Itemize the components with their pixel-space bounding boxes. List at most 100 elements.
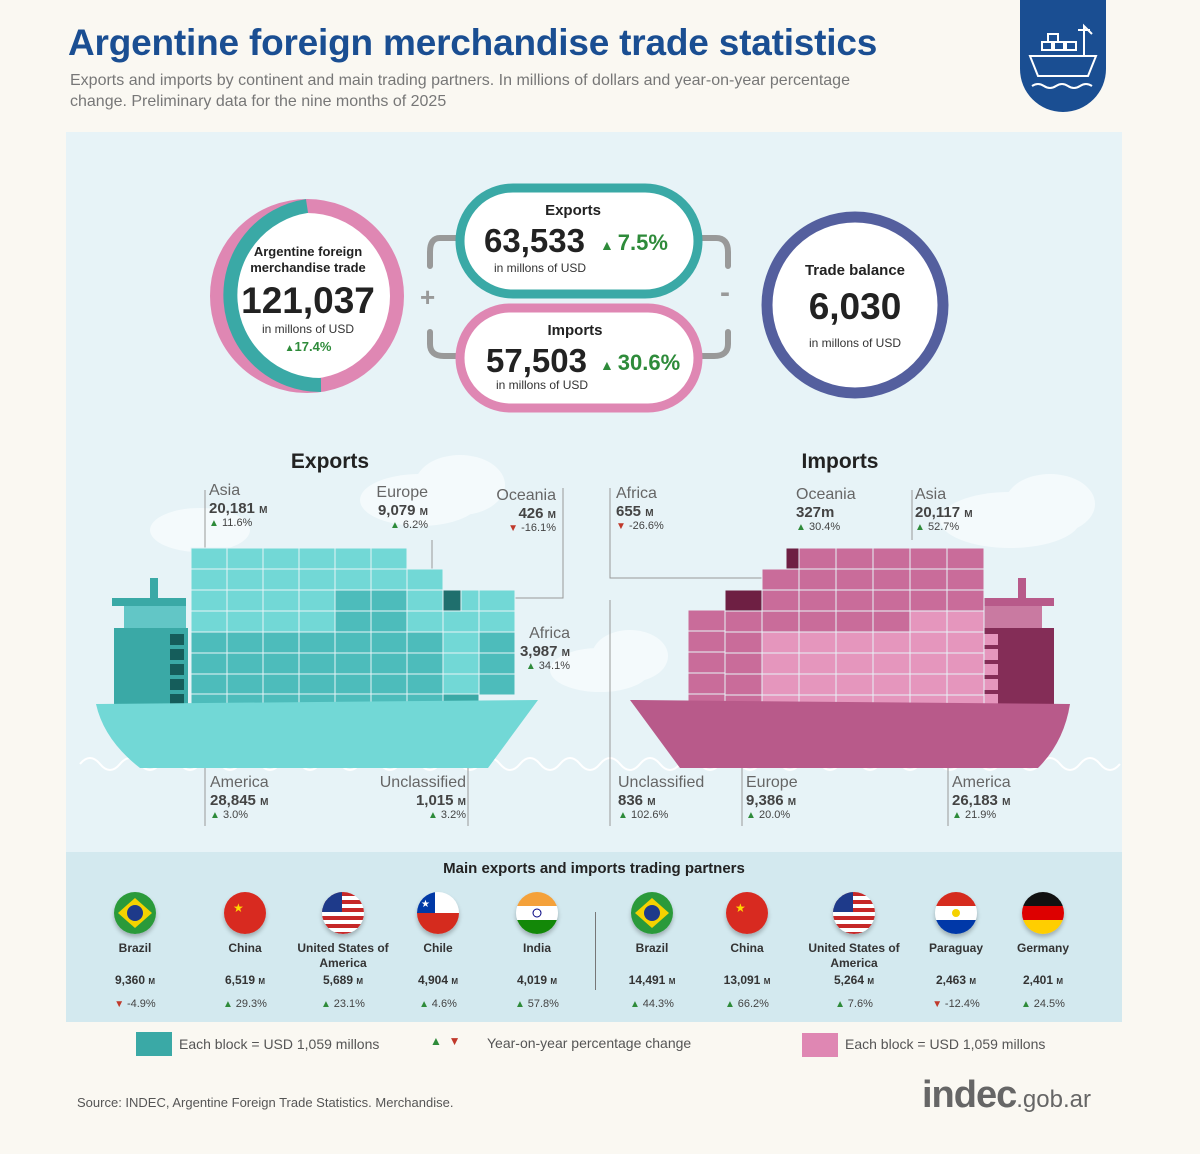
arrow-up-icon: ▲ [284,343,295,354]
partner-change: ▲ 4.6% [419,998,457,1010]
arrow-up-icon: ▲ [223,999,236,1010]
container-block [406,568,444,591]
svg-text:★: ★ [233,901,244,915]
exports-region-europe: Europe 9,079 M ▲ 6.2% [344,484,428,531]
arrow-up-icon: ▲ [515,999,528,1010]
arrow-up-icon: ▲ [389,520,400,531]
usa-flag-icon [833,892,875,934]
container-block [761,589,800,612]
balance-ring [761,211,949,399]
container-block [687,651,726,674]
container-block [298,547,336,570]
container-block [835,589,874,612]
container-block [298,589,336,612]
balance-unit: in millons of USD [808,336,902,350]
container-block [909,568,948,591]
partner-change: ▲ 7.6% [835,998,873,1010]
imports-region-unclassified: Unclassified 836 M ▲ 102.6% [618,774,705,821]
partner-value: 5,264 M [833,973,875,987]
partner-name: China [730,941,764,955]
container-block [262,568,300,591]
imports-region-europe: Europe 9,386 M ▲ 20.0% [746,774,798,821]
partners-panel [66,852,1122,1022]
container-block [334,610,372,633]
partners-divider [595,912,596,990]
container-block [190,652,228,675]
arrow-up-icon: ▲ [725,999,738,1010]
partner-change: ▲ 66.2% [725,998,769,1010]
container-block [370,547,408,570]
partner-value: 4,019 M [516,973,558,987]
container-block [226,547,264,570]
container-block [946,568,985,591]
exports-ship [96,488,564,826]
container-block [872,610,911,633]
arrow-down-icon: ▼ [448,1034,461,1048]
arrow-up-icon: ▲ [835,999,848,1010]
balance-label: Trade balance [804,262,906,279]
arrow-up-icon: ▲ [746,810,756,821]
container-block [909,589,948,612]
region-value: 20,181 [209,500,255,517]
container-block [835,631,874,654]
region-value: 9,386 [746,792,784,809]
container-block [872,568,911,591]
container-block [835,547,874,570]
partner-change: ▲ 44.3% [630,998,674,1010]
exports-container-blocks [190,547,516,715]
region-name: Oceania [796,486,856,503]
container-block [835,673,874,696]
container-block [442,589,462,612]
total-value: 121,037 [241,280,375,321]
container-block [909,652,948,675]
container-block [442,610,480,633]
container-block [442,652,480,675]
container-block [872,547,911,570]
exports-pill [455,183,703,299]
usa-flag-icon [322,892,364,934]
region-value: 1,015 [415,792,454,809]
exports-legend-swatch [136,1032,172,1056]
container-block [909,547,948,570]
arrow-up-icon: ▲ [430,1034,442,1048]
exports-region-unclassified: Unclassified 1,015 M ▲ 3.2% [366,774,466,821]
container-block [262,673,300,696]
container-block [226,589,264,612]
region-value: 28,845 [210,792,256,809]
brazil-flag-icon [631,892,673,934]
region-name: America [210,774,269,791]
region-value: 3,987 [519,643,558,660]
container-block [872,673,911,696]
container-block [334,631,372,654]
container-block [190,547,228,570]
arrow-up-icon: ▲ [600,357,618,373]
page-subtitle: Exports and imports by continent and mai… [70,72,850,110]
imports-region-asia: Asia 20,117 M ▲ 52.7% [915,486,973,533]
region-value: 20,117 [915,504,961,521]
container-block [946,547,985,570]
container-block [334,568,372,591]
container-block [298,652,336,675]
svg-text:★: ★ [421,899,430,910]
container-block [190,568,228,591]
partners-heading: Main exports and imports trading partner… [443,860,745,877]
arrow-up-icon: ▲ [600,237,618,253]
container-block [370,589,408,612]
china-flag-icon: ★ [726,892,768,934]
plus-sign: + [420,282,436,312]
partner-name: United States of America [297,941,389,970]
arrow-down-icon: ▼ [114,999,127,1010]
container-block [226,568,264,591]
container-block [798,547,837,570]
region-name: Asia [915,486,947,503]
chile-flag-icon: ★ [417,892,459,934]
imports-unit: in millons of USD [496,378,589,392]
imports-change: ▲ 30.6% [600,350,681,375]
region-name: Unclassified [379,774,466,791]
arrow-up-icon: ▲ [209,518,219,529]
container-block [406,652,444,675]
arrow-down-icon: ▼ [508,523,519,534]
india-flag-icon [516,892,558,934]
container-block [478,673,516,696]
partner-name: China [228,941,262,955]
